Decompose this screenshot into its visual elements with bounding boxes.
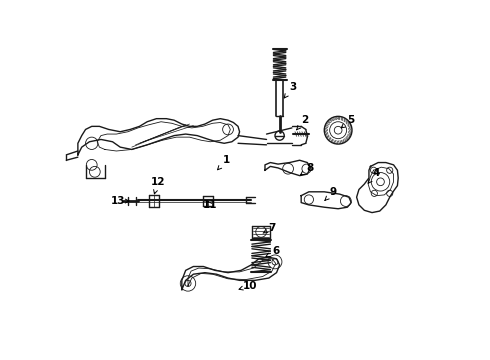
Text: 3: 3 xyxy=(284,82,296,98)
Text: 13: 13 xyxy=(111,196,129,206)
Text: 4: 4 xyxy=(368,167,380,183)
Text: 2: 2 xyxy=(296,115,309,130)
Text: 1: 1 xyxy=(218,155,230,170)
Text: 11: 11 xyxy=(203,200,218,210)
Text: 6: 6 xyxy=(266,246,279,257)
Text: 8: 8 xyxy=(300,163,314,175)
Text: 5: 5 xyxy=(341,115,355,128)
Text: 12: 12 xyxy=(151,177,165,194)
Text: 9: 9 xyxy=(325,187,337,201)
Text: 10: 10 xyxy=(239,281,258,291)
Text: 7: 7 xyxy=(263,223,275,233)
